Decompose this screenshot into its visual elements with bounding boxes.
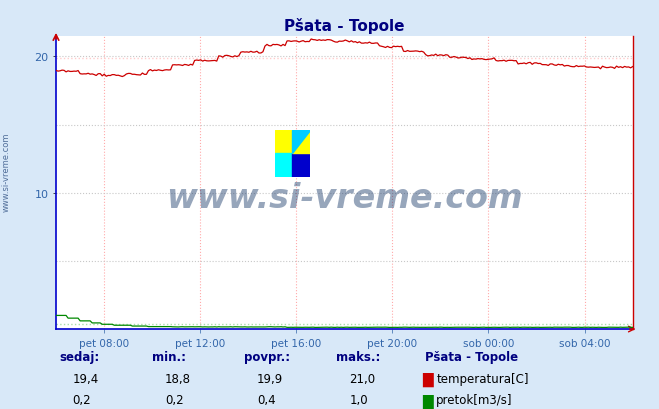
Text: temperatura[C]: temperatura[C]	[436, 372, 529, 385]
Text: min.:: min.:	[152, 350, 186, 363]
Text: 18,8: 18,8	[165, 372, 190, 385]
Text: 19,4: 19,4	[72, 372, 99, 385]
Text: pretok[m3/s]: pretok[m3/s]	[436, 393, 513, 407]
Polygon shape	[293, 130, 310, 154]
Text: 0,4: 0,4	[257, 393, 275, 407]
Polygon shape	[293, 154, 310, 177]
Text: www.si-vreme.com: www.si-vreme.com	[166, 181, 523, 214]
Polygon shape	[293, 130, 310, 154]
Text: █: █	[422, 393, 432, 408]
Text: www.si-vreme.com: www.si-vreme.com	[2, 132, 11, 211]
Text: 0,2: 0,2	[72, 393, 91, 407]
Text: 0,2: 0,2	[165, 393, 183, 407]
Title: Pšata - Topole: Pšata - Topole	[284, 18, 405, 34]
Text: 19,9: 19,9	[257, 372, 283, 385]
Text: Pšata - Topole: Pšata - Topole	[425, 350, 518, 363]
Polygon shape	[275, 130, 293, 154]
Text: 1,0: 1,0	[349, 393, 368, 407]
Text: sedaj:: sedaj:	[59, 350, 100, 363]
Polygon shape	[275, 154, 293, 177]
Text: █: █	[422, 372, 432, 387]
Text: maks.:: maks.:	[336, 350, 380, 363]
Text: povpr.:: povpr.:	[244, 350, 290, 363]
Text: 21,0: 21,0	[349, 372, 376, 385]
